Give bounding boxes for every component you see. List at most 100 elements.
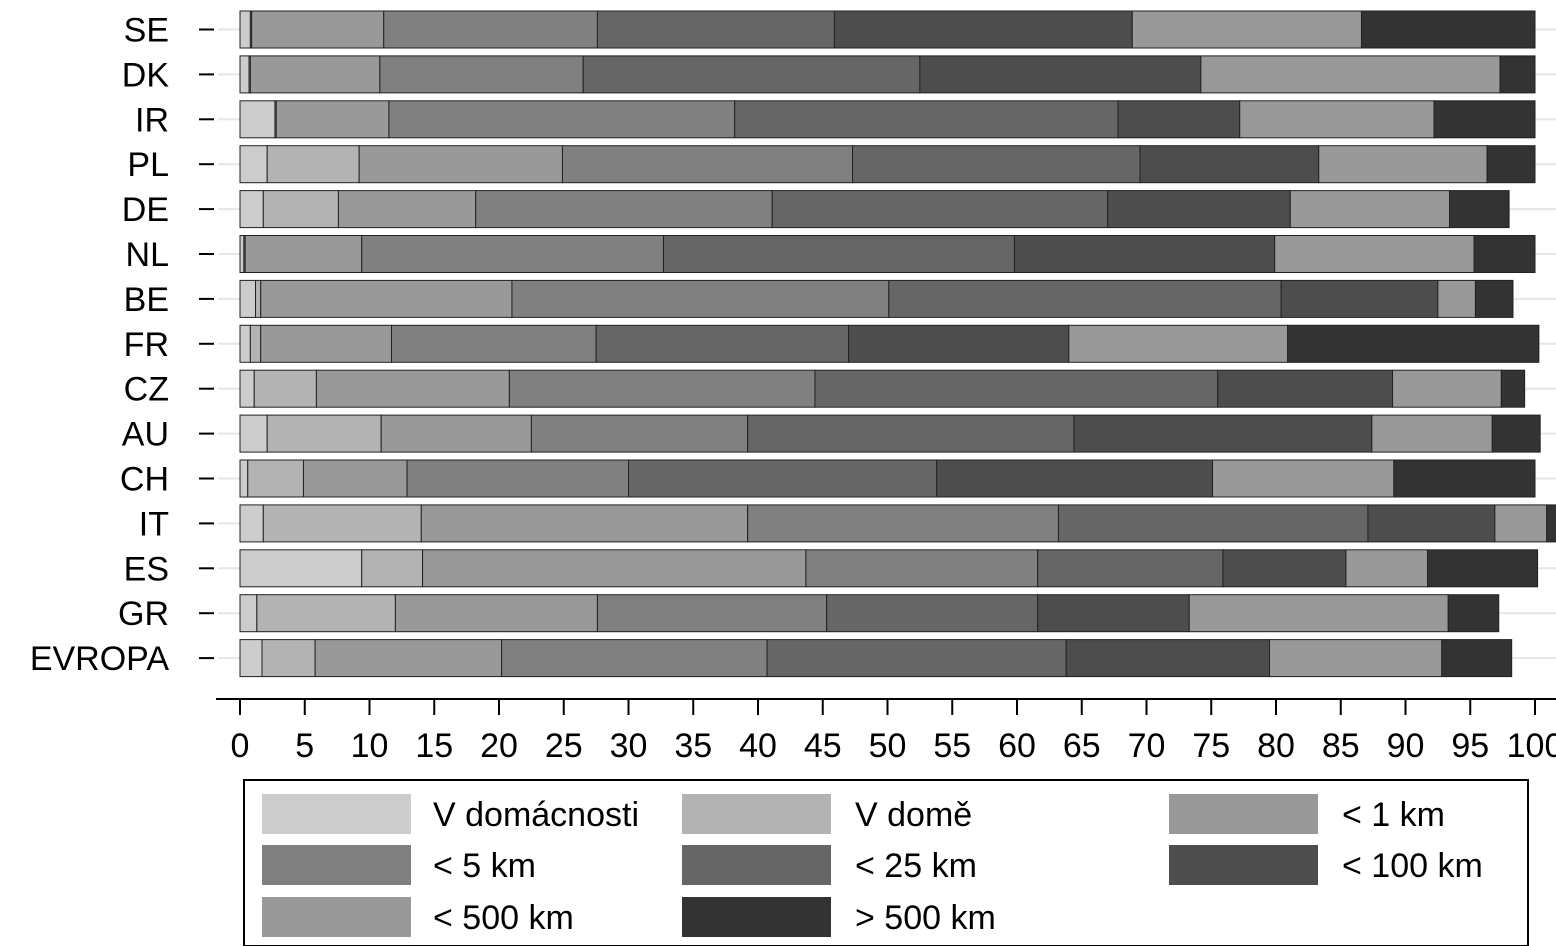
y-tick-label: AU	[122, 416, 169, 454]
bar-segment	[1367, 504, 1496, 543]
bar-segment	[1280, 279, 1439, 318]
legend-label: < 5 km	[433, 847, 536, 885]
bar-segment	[380, 414, 532, 453]
bar-segment	[833, 10, 1133, 49]
bar-segment	[814, 369, 1219, 408]
bar-segment	[1057, 504, 1369, 543]
bar-segment	[379, 55, 584, 94]
bar-segment	[251, 10, 385, 49]
bar-segment	[255, 279, 262, 318]
legend-label: < 500 km	[433, 899, 574, 937]
bar-segment	[1287, 324, 1540, 363]
bar-segment	[848, 324, 1070, 363]
bar-segment	[1139, 145, 1320, 184]
bar-segment	[530, 414, 749, 453]
bar-segment	[919, 55, 1202, 94]
bar-segment	[249, 324, 262, 363]
y-tick-label: IT	[139, 505, 169, 543]
legend-swatch	[262, 897, 411, 937]
legend-label: V domě	[855, 796, 972, 834]
legend-swatch	[1169, 845, 1318, 885]
legend-label: > 500 km	[855, 899, 996, 937]
x-tick-label: 95	[1451, 727, 1489, 765]
y-tick-label: DK	[122, 56, 170, 94]
bar-segment	[1427, 549, 1539, 588]
legend-label: < 100 km	[1342, 847, 1483, 885]
x-tick-label: 100	[1507, 727, 1556, 765]
bar-segment	[247, 459, 304, 498]
legend: V domácnosti V domě < 1 km < 5 km < 25 km < 1…	[243, 779, 1529, 946]
bar-segment	[261, 639, 316, 678]
bar-segment	[766, 639, 1067, 678]
y-tick-label: FR	[124, 326, 169, 364]
x-tick-label: 80	[1257, 727, 1295, 765]
bar-segment	[1274, 235, 1475, 273]
bar-segment	[747, 414, 1075, 453]
bar-segment	[406, 459, 629, 498]
bar-segment	[1345, 549, 1429, 588]
bar-segment	[239, 549, 363, 588]
x-tick-label: 15	[415, 727, 453, 765]
x-tick-label: 25	[545, 727, 583, 765]
bar-segment	[1433, 100, 1536, 139]
y-tick-label: CZ	[124, 371, 169, 409]
bar-segment	[239, 459, 249, 498]
y-tick-label: DE	[122, 191, 169, 229]
y-tick-label: IR	[135, 101, 169, 139]
bar-segment	[826, 594, 1039, 633]
x-tick-label: 90	[1387, 727, 1425, 765]
bar-segment	[256, 594, 396, 633]
bar-segment	[275, 100, 390, 139]
bar-segment	[239, 279, 257, 318]
bar-segment	[1107, 190, 1291, 229]
bar-segment	[1073, 414, 1373, 453]
bar-segment	[391, 324, 597, 363]
bar-segment	[1499, 55, 1536, 94]
x-axis: 0 5 10 15 20 25 30 35 40 45 50 55 60 65 70 75 80 85 90 95 10…	[216, 698, 1556, 765]
y-tick-label: ES	[124, 550, 169, 588]
bar-segment	[1217, 369, 1394, 408]
bar-segment	[888, 279, 1282, 318]
bar-segment	[1222, 549, 1347, 588]
y-axis-labels: SE DK IR PL DE NL BE FR CZ AU CH IT ES GR EVROPA	[30, 12, 214, 678]
x-tick-label: 20	[480, 727, 518, 765]
bar-segment	[1500, 369, 1526, 408]
bar-segment	[249, 55, 381, 94]
bar-segment	[239, 414, 268, 453]
bar-segment	[1013, 235, 1276, 273]
bars-layer	[218, 10, 1556, 678]
bar-segment	[361, 235, 664, 273]
bar-segment	[501, 639, 768, 678]
bar-segment	[337, 190, 477, 229]
bar-segment	[239, 55, 250, 94]
y-tick-label: NL	[126, 236, 169, 274]
x-tick-label: 30	[610, 727, 648, 765]
bar-segment	[1449, 190, 1510, 229]
bar-segment	[244, 235, 363, 273]
bar-segment	[1117, 100, 1241, 139]
legend-swatch	[682, 897, 831, 937]
bar-segment	[1068, 324, 1289, 363]
bar-segment	[1037, 549, 1224, 588]
bar-segment	[239, 235, 245, 273]
x-tick-label: 50	[869, 727, 907, 765]
bar-segment	[239, 145, 268, 184]
x-tick-label: 10	[351, 727, 389, 765]
bar-segment	[239, 190, 264, 229]
legend-swatch	[262, 794, 411, 834]
bar-segment	[1289, 190, 1451, 229]
bar-segment	[239, 324, 251, 363]
bar-segment	[1486, 145, 1536, 184]
bar-segment	[1437, 279, 1476, 318]
bar-segment	[358, 145, 563, 184]
x-tick-label: 45	[804, 727, 842, 765]
bar-segment	[314, 639, 503, 678]
bar-segment	[734, 100, 1119, 139]
bar-segment	[422, 549, 807, 588]
bar-segment	[266, 414, 382, 453]
bar-segment	[595, 324, 850, 363]
legend-swatch	[262, 845, 411, 885]
y-tick-label: SE	[124, 12, 169, 50]
bar-segment	[1473, 235, 1536, 273]
